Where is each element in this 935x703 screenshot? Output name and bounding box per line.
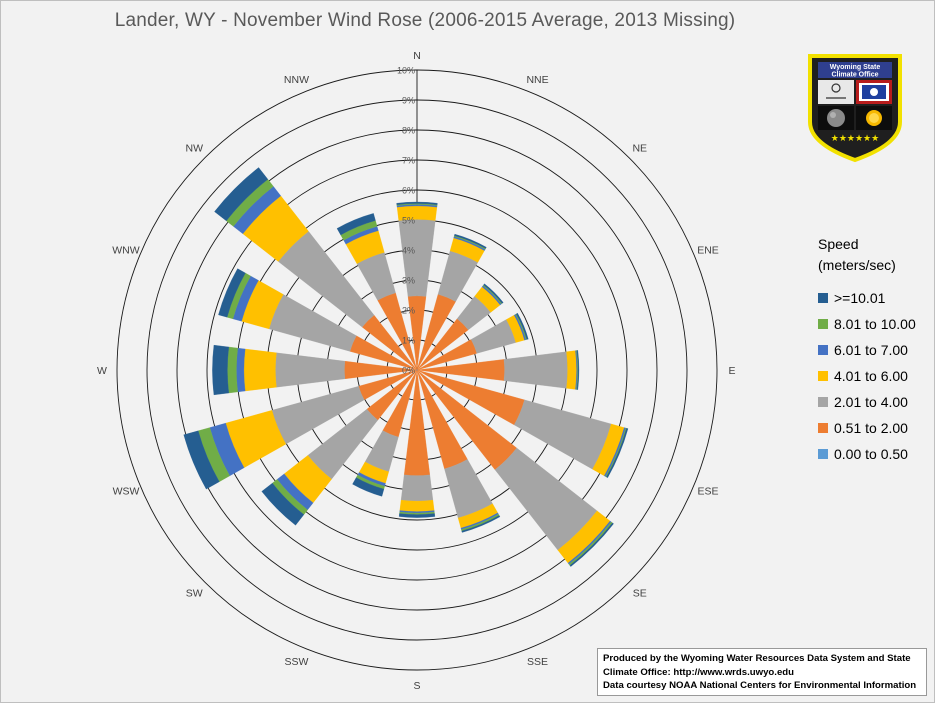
credit-line-1: Produced by the Wyoming Water Resources …: [603, 653, 911, 664]
legend-label: 6.01 to 7.00: [834, 342, 908, 358]
bar-segment: [516, 312, 529, 340]
bar-segment: [503, 351, 568, 389]
direction-label: SE: [633, 588, 647, 600]
bar-segment: [566, 350, 577, 390]
legend-swatch: [818, 449, 828, 459]
bar-segment: [454, 233, 487, 249]
bar-segment: [275, 352, 346, 388]
legend-label: 8.01 to 10.00: [834, 316, 916, 332]
wind-rose-bars: [183, 167, 629, 567]
radial-tick-label: 3%: [402, 276, 415, 286]
bar-segment: [214, 167, 269, 222]
direction-label: E: [728, 365, 735, 377]
bar-segment: [398, 513, 436, 518]
bar-segment: [400, 474, 434, 502]
direction-label: ESE: [698, 486, 719, 498]
direction-label: S: [413, 680, 420, 692]
direction-label: WSW: [113, 486, 140, 498]
radial-tick-label: 2%: [402, 306, 415, 316]
radial-tick-label: 5%: [402, 216, 415, 226]
legend-item: 6.01 to 7.00: [818, 337, 933, 363]
logo-stars: ★★★★★★: [831, 134, 879, 144]
legend-label: >=10.01: [834, 290, 886, 306]
direction-labels: N NNE NE ENE E ESE SE SSE S SSW SW WSW W WNW NW NNW: [97, 50, 735, 692]
legend-swatch: [818, 319, 828, 329]
legend-label: 4.01 to 6.00: [834, 368, 908, 384]
legend-items: >=10.01 8.01 to 10.00 6.01 to 7.00 4.01 to …: [818, 285, 933, 467]
direction-label: SSW: [284, 656, 308, 668]
bar-segment: [183, 430, 220, 490]
legend-swatch: [818, 293, 828, 303]
credit-line-3: Data courtesy NOAA National Centers for …: [603, 680, 917, 691]
direction-label: NE: [632, 142, 647, 154]
legend-item: 0.51 to 2.00: [818, 415, 933, 441]
climate-office-logo: Wyoming State Climate Office ★★★★★★: [806, 52, 904, 164]
legend-item: 0.00 to 0.50: [818, 441, 933, 467]
bar-segment: [483, 283, 504, 304]
legend-title-line1: Speed: [818, 236, 859, 252]
legend-swatch: [818, 397, 828, 407]
direction-label: NNE: [526, 74, 548, 86]
legend-item: 8.01 to 10.00: [818, 311, 933, 337]
bar-segment: [576, 350, 580, 390]
legend-swatch: [818, 345, 828, 355]
logo-text-line1: Wyoming State: [830, 64, 881, 71]
legend-item: 2.01 to 4.00: [818, 389, 933, 415]
legend-item: >=10.01: [818, 285, 933, 311]
credit-box: Produced by the Wyoming Water Resources …: [597, 648, 927, 696]
bar-segment: [569, 522, 614, 567]
bar-segment: [218, 268, 246, 318]
radial-tick-label: 10%: [397, 66, 415, 76]
legend-label: 0.00 to 0.50: [834, 446, 908, 462]
legend-item: 4.01 to 6.00: [818, 363, 933, 389]
legend-label: 2.01 to 4.00: [834, 394, 908, 410]
bar-segment: [396, 201, 438, 205]
radial-tick-label: 6%: [402, 186, 415, 196]
radial-tick-label: 4%: [402, 246, 415, 256]
logo-text-line2: Climate Office: [831, 72, 878, 79]
bar-segment: [399, 499, 435, 512]
radial-tick-label: 1%: [402, 336, 415, 346]
radial-tick-label: 0%: [402, 366, 415, 376]
bar-segment: [352, 477, 385, 497]
chart-title: Lander, WY - November Wind Rose (2006-20…: [114, 10, 736, 31]
radial-tick-labels: 0% 1% 2% 3% 4% 5% 6% 7% 8% 9% 10%: [397, 66, 415, 376]
legend: Speed (meters/sec) >=10.01 8.01 to 10.00 6…: [818, 234, 933, 467]
radial-tick-label: 7%: [402, 156, 415, 166]
direction-label: NW: [186, 142, 204, 154]
bar-segment: [243, 348, 277, 392]
radial-tick-label: 9%: [402, 96, 415, 106]
direction-label: WNW: [112, 244, 139, 256]
radial-tick-label: 8%: [402, 126, 415, 136]
legend-title-line2: (meters/sec): [818, 257, 896, 273]
bar-segment: [227, 346, 238, 394]
direction-label: ENE: [697, 244, 719, 256]
bar-segment: [336, 213, 376, 236]
bar-segment: [261, 482, 305, 526]
direction-label: SSE: [527, 656, 548, 668]
bar-segment: [236, 347, 246, 393]
direction-label: SW: [186, 588, 203, 600]
legend-title: Speed (meters/sec): [818, 234, 933, 276]
direction-label: N: [413, 50, 421, 62]
bar-segment: [461, 515, 501, 533]
legend-label: 0.51 to 2.00: [834, 420, 908, 436]
direction-label: W: [97, 365, 107, 377]
bar-segment: [606, 428, 629, 478]
credit-line-2: Climate Office: http://www.wrds.uwyo.edu: [603, 666, 794, 678]
direction-label: NNW: [284, 74, 309, 86]
bar-segment: [212, 344, 229, 396]
legend-swatch: [818, 423, 828, 433]
legend-swatch: [818, 371, 828, 381]
